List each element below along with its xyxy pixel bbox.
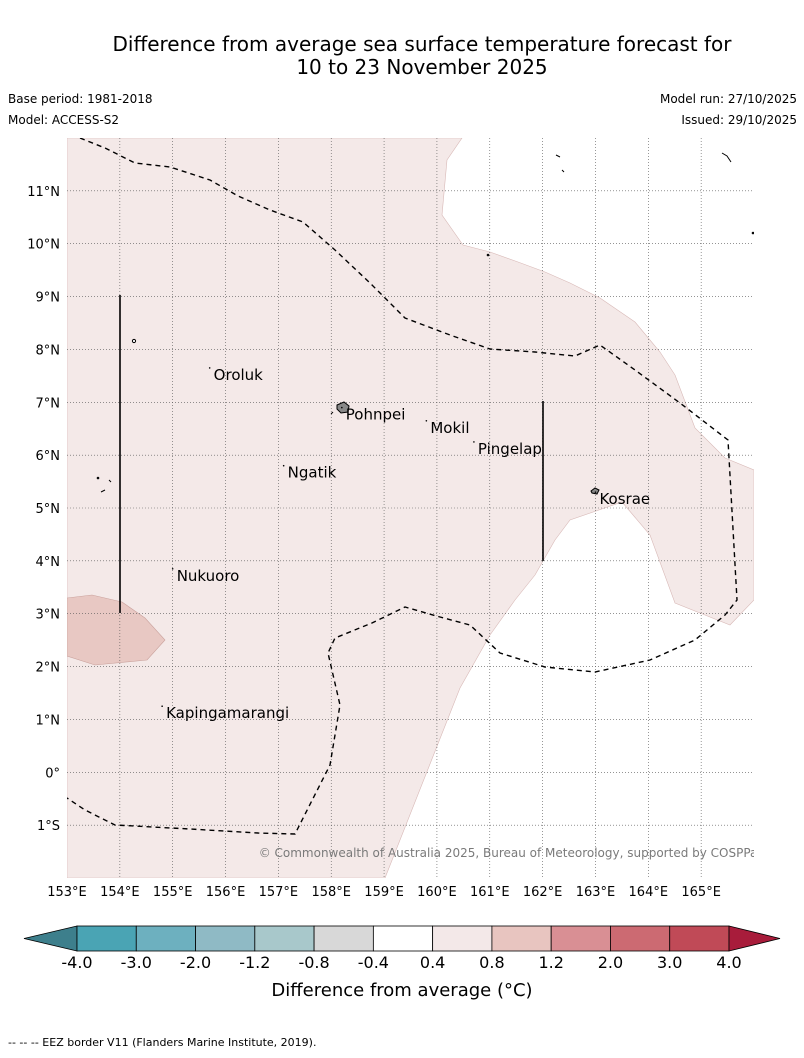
place-marker (594, 491, 597, 493)
small-island-i (751, 231, 754, 235)
colorbar-segment (372, 925, 434, 952)
lat-tick-label: 7°N (36, 396, 61, 411)
base-period: Base period: 1981-2018 (8, 92, 153, 106)
lat-tick-label: 6°N (36, 449, 61, 464)
lon-tick-label: 156°E (206, 885, 246, 900)
colorbar-tick-label: 2.0 (597, 953, 624, 972)
colorbar-segment (195, 925, 256, 952)
eez-borders (67, 138, 738, 835)
latitude-labels: 1°S 0° 1°N 2°N 3°N 4°N 5°N 6°N 7°N 8°N 9°N 10°N 11°N (27, 185, 60, 834)
colorbar-segment (432, 925, 493, 952)
place-label: Pingelap (478, 440, 542, 458)
place-label: Oroluk (214, 366, 263, 384)
small-island-f (555, 154, 565, 173)
model-run: Model run: 27/10/2025 (659, 92, 797, 106)
lat-tick-label: 3°N (36, 608, 61, 623)
eez-footnote: -- -- -- EEZ border V11 (Flanders Marine… (8, 1036, 317, 1049)
place-label: Kosrae (599, 490, 650, 508)
lat-tick-label: 2°N (36, 661, 61, 676)
lon-tick-label: 153°E (47, 885, 87, 900)
issued-date: Issued: 29/10/2025 (681, 113, 797, 127)
place-labels: Oroluk Pohnpei Mokil Pingelap Ngatik Kosrae Nu… (161, 366, 650, 722)
colorbar-extend-high (728, 925, 781, 952)
copyright-note: © Commonwealth of Australia 2025, Bureau… (259, 846, 764, 860)
colorbar (23, 925, 781, 952)
lon-tick-label: 165°E (681, 885, 721, 900)
colorbar-segment (135, 925, 196, 952)
small-island-d (96, 476, 100, 480)
place-label: Mokil (430, 419, 469, 437)
lat-tick-label: 9°N (36, 291, 61, 306)
place-marker (425, 419, 428, 422)
lat-tick-label: 1°S (37, 819, 60, 834)
lon-tick-label: 164°E (629, 885, 669, 900)
place-marker (208, 367, 211, 369)
place-marker (161, 705, 163, 708)
colorbar-segment (610, 925, 671, 952)
colorbar-extend-low (23, 925, 78, 952)
lon-tick-label: 162°E (523, 885, 563, 900)
colorbar-tick-label: 0.8 (479, 953, 505, 972)
lat-tick-label: 8°N (36, 343, 61, 358)
colorbar-tick-label: 1.2 (538, 953, 564, 972)
place-label: Kapingamarangi (166, 704, 289, 722)
small-island-a (131, 338, 137, 344)
place-marker (473, 441, 475, 443)
lon-tick-label: 163°E (576, 885, 616, 900)
colorbar-segment (313, 925, 374, 952)
kosrae-island (590, 487, 600, 495)
lat-tick-label: 4°N (36, 555, 61, 570)
lon-tick-label: 159°E (364, 885, 404, 900)
lat-tick-label: 0° (45, 766, 60, 781)
lon-tick-label: 154°E (100, 885, 140, 900)
small-island-e (330, 411, 334, 415)
small-island-b (100, 489, 106, 493)
place-marker (282, 464, 285, 467)
lat-tick-label: 11°N (27, 185, 60, 200)
place-label: Ngatik (288, 464, 337, 482)
anomaly-region-0.8-1.2 (67, 594, 166, 666)
colorbar-tick-label: -3.0 (120, 953, 152, 972)
colorbar-tick-label: -2.0 (179, 953, 212, 972)
small-island-c (108, 479, 112, 483)
small-island-h (486, 253, 490, 257)
lon-tick-label: 158°E (311, 885, 351, 900)
place-label: Nukuoro (177, 567, 240, 585)
colorbar-segment (550, 925, 611, 952)
colorbar-tick-label: -1.2 (239, 953, 271, 972)
colorbar-tick-label: 4.0 (716, 953, 742, 972)
colorbar-tick-label: 0.4 (419, 953, 446, 972)
small-island-g (721, 152, 732, 163)
colorbar-segment (76, 925, 137, 952)
lon-tick-label: 161°E (470, 885, 510, 900)
title-line-1: Difference from average sea surface temp… (112, 32, 732, 56)
place-marker (171, 567, 174, 570)
anomaly-region-0.4-0.8 (67, 138, 754, 878)
colorbar-tick-label: -4.0 (61, 953, 93, 972)
colorbar-tick-label: 3.0 (656, 953, 683, 972)
colorbar-segment (669, 925, 730, 952)
place-label: Pohnpei (346, 406, 406, 424)
graticule (67, 138, 754, 878)
longitude-labels: 153°E 154°E 155°E 156°E 157°E 158°E 159°E 160°E… (47, 885, 721, 900)
colorbar-title: Difference from average (°C) (271, 980, 533, 1001)
model-name: Model: ACCESS-S2 (8, 113, 120, 127)
title-line-2: 10 to 23 November 2025 (296, 55, 548, 79)
colorbar-segment (254, 925, 315, 952)
lat-tick-label: 10°N (27, 238, 60, 253)
lon-tick-label: 155°E (153, 885, 193, 900)
lon-tick-label: 157°E (259, 885, 299, 900)
colorbar-tick-label: -0.8 (298, 953, 330, 972)
colorbar-tick-label: -0.4 (357, 953, 389, 972)
islands (96, 152, 754, 495)
lat-tick-label: 1°N (36, 713, 61, 728)
pohnpei-island (336, 401, 350, 414)
place-marker (341, 406, 343, 409)
colorbar-segment (491, 925, 552, 952)
lat-tick-label: 5°N (36, 502, 61, 517)
lon-tick-label: 160°E (417, 885, 457, 900)
